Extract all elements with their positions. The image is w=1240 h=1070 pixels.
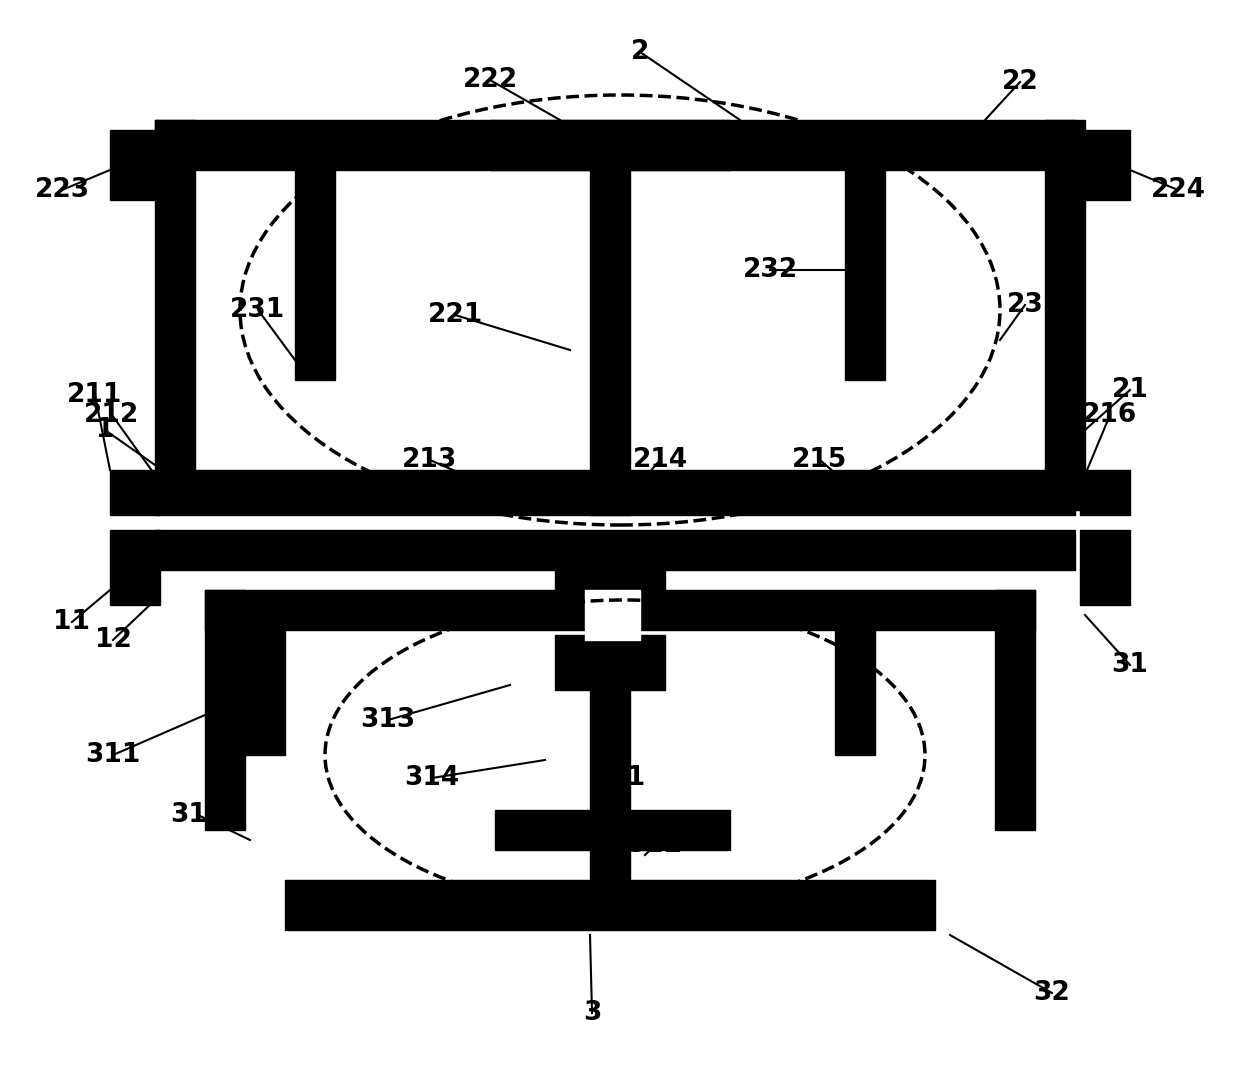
- Bar: [110, 129, 160, 200]
- Text: 32: 32: [1034, 980, 1070, 1006]
- Bar: [495, 810, 730, 850]
- Text: 216: 216: [1083, 402, 1137, 428]
- Text: 321: 321: [590, 765, 646, 791]
- Bar: [155, 470, 1075, 515]
- Bar: [1080, 129, 1130, 200]
- Text: 2: 2: [631, 39, 650, 65]
- Bar: [155, 120, 1075, 170]
- Bar: [205, 590, 1035, 630]
- Text: 23: 23: [1007, 292, 1043, 318]
- Bar: [246, 625, 285, 755]
- Bar: [295, 165, 335, 380]
- Bar: [556, 635, 665, 690]
- Bar: [1045, 120, 1085, 510]
- Text: 31: 31: [1111, 652, 1148, 678]
- Text: 13: 13: [210, 632, 247, 658]
- Bar: [994, 590, 1035, 830]
- Text: 224: 224: [1151, 177, 1205, 203]
- Text: 215: 215: [792, 447, 848, 473]
- Bar: [490, 120, 730, 170]
- Bar: [590, 685, 630, 885]
- Bar: [556, 555, 665, 595]
- Bar: [585, 590, 640, 640]
- Text: 223: 223: [35, 177, 89, 203]
- Text: 214: 214: [632, 447, 687, 473]
- Text: 213: 213: [402, 447, 458, 473]
- Text: 313: 313: [361, 707, 415, 733]
- Text: 322: 322: [627, 832, 682, 858]
- Text: 12: 12: [94, 627, 131, 653]
- Text: 221: 221: [428, 302, 482, 328]
- Text: 3: 3: [583, 1000, 601, 1026]
- Text: 232: 232: [743, 257, 797, 282]
- Bar: [1080, 530, 1130, 605]
- Text: 222: 222: [463, 67, 517, 93]
- Text: 11: 11: [53, 609, 91, 635]
- Bar: [205, 590, 246, 830]
- Text: 311: 311: [86, 742, 140, 768]
- Bar: [835, 625, 875, 755]
- Text: 211: 211: [67, 382, 123, 408]
- Text: 212: 212: [84, 402, 140, 428]
- Bar: [590, 165, 630, 515]
- Bar: [110, 470, 160, 515]
- Bar: [285, 880, 935, 930]
- Bar: [844, 165, 885, 380]
- Text: 312: 312: [170, 802, 226, 828]
- Text: 314: 314: [404, 765, 460, 791]
- Bar: [155, 120, 195, 510]
- Text: 231: 231: [231, 297, 285, 323]
- Bar: [155, 530, 1075, 570]
- Text: 22: 22: [1002, 68, 1038, 95]
- Bar: [1080, 470, 1130, 515]
- Text: 1: 1: [95, 417, 114, 443]
- Bar: [110, 530, 160, 605]
- Text: 21: 21: [1111, 377, 1148, 403]
